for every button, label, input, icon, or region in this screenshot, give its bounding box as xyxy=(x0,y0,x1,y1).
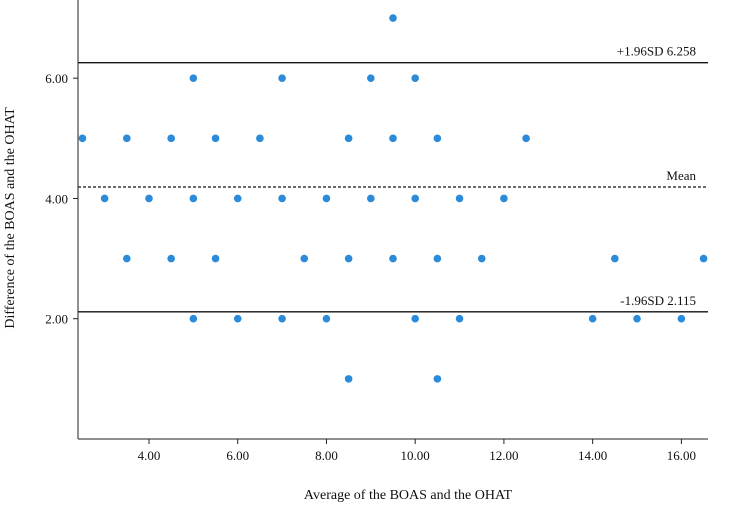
data-point xyxy=(699,254,708,263)
y-tick-label: 2.00 xyxy=(45,312,68,327)
data-point xyxy=(522,134,530,143)
data-point xyxy=(278,314,286,323)
data-point xyxy=(588,314,597,323)
data-point xyxy=(100,194,109,203)
data-point xyxy=(389,134,397,143)
data-point xyxy=(455,314,464,323)
data-point xyxy=(344,375,353,383)
data-point xyxy=(167,254,175,263)
x-tick-label: 10.00 xyxy=(401,448,430,463)
x-axis-title: Average of the BOAS and the OHAT xyxy=(304,488,513,503)
data-point xyxy=(500,194,508,203)
data-point xyxy=(433,134,442,143)
data-point xyxy=(78,134,87,143)
data-point xyxy=(300,254,309,263)
data-point xyxy=(167,134,175,143)
y-tick-label: 4.00 xyxy=(45,191,68,206)
lower-limit-label: -1.96SD 2.115 xyxy=(620,293,696,308)
data-point xyxy=(211,254,220,263)
data-point xyxy=(411,314,419,323)
data-point xyxy=(344,134,353,143)
data-point xyxy=(145,194,153,203)
data-point xyxy=(367,194,375,203)
data-point xyxy=(389,14,397,22)
data-points xyxy=(78,14,708,383)
data-point xyxy=(189,74,198,82)
data-point xyxy=(344,254,353,263)
data-point xyxy=(233,194,242,203)
data-point xyxy=(677,314,686,323)
data-point xyxy=(411,194,419,203)
data-point xyxy=(189,314,198,323)
data-point xyxy=(411,74,419,82)
data-point xyxy=(278,194,286,203)
data-point xyxy=(455,194,464,203)
data-point xyxy=(322,314,331,323)
x-tick-label: 16.00 xyxy=(667,448,696,463)
x-tick-label: 12.00 xyxy=(489,448,518,463)
data-point xyxy=(233,314,242,323)
reference-lines: +1.96SD 6.258 Mean -1.96SD 2.115 xyxy=(78,44,708,313)
x-tick-label: 14.00 xyxy=(578,448,607,463)
x-tick-label: 8.00 xyxy=(315,448,338,463)
y-axis-title: Difference of the BOAS and the OHAT xyxy=(3,107,18,329)
data-point xyxy=(633,314,641,323)
data-point xyxy=(367,74,375,82)
data-point xyxy=(123,254,131,263)
data-point xyxy=(389,254,397,263)
data-point xyxy=(433,375,442,383)
data-point xyxy=(322,194,331,203)
x-tick-label: 6.00 xyxy=(226,448,249,463)
data-point xyxy=(256,134,264,143)
data-point xyxy=(477,254,486,263)
y-tick-label: 6.00 xyxy=(45,71,68,86)
data-point xyxy=(278,74,286,82)
data-point xyxy=(211,134,220,143)
upper-limit-label: +1.96SD 6.258 xyxy=(617,44,696,59)
data-point xyxy=(189,194,198,203)
data-point xyxy=(433,254,442,263)
mean-label: Mean xyxy=(666,168,696,183)
x-tick-label: 4.00 xyxy=(138,448,161,463)
data-point xyxy=(123,134,131,143)
axes: 4.00 6.00 8.00 10.00 12.00 14.00 16.00 2.00 4.00… xyxy=(45,0,708,463)
data-point xyxy=(611,254,619,263)
